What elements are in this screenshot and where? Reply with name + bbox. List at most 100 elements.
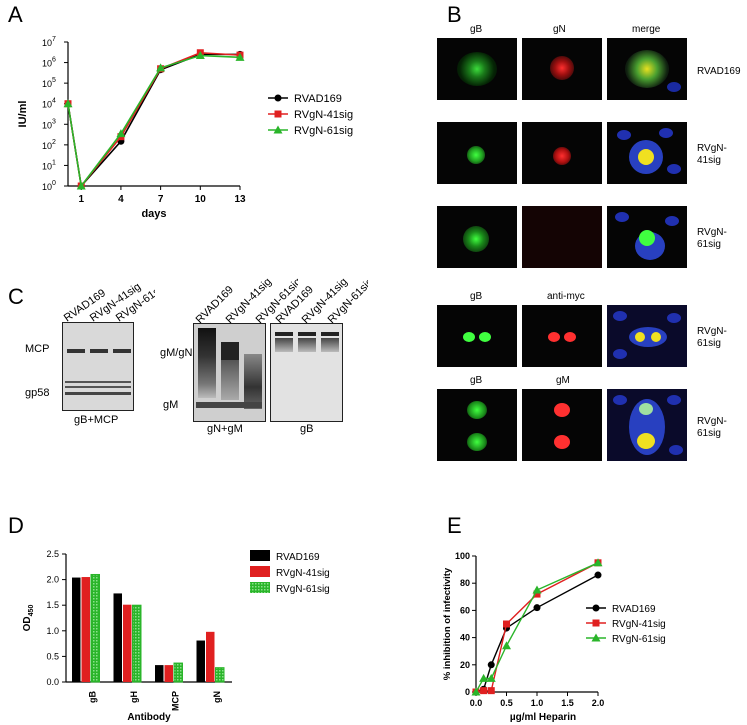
- x-tick-label: 4: [118, 194, 124, 205]
- y-tick-exponent: 1: [52, 159, 56, 166]
- legend-label: RVgN-61sig: [612, 634, 666, 645]
- data-point: [502, 641, 511, 650]
- micrograph-r1-gb: [437, 38, 517, 100]
- bar: [81, 577, 90, 682]
- data-point: [594, 571, 602, 579]
- data-point: [593, 558, 603, 567]
- bar: [173, 662, 183, 683]
- micrograph-r5-gm: [522, 389, 602, 461]
- data-point: [487, 687, 495, 695]
- blot1-lane-labels: RVAD169 RVgN-41sig RVgN-61sig: [62, 281, 155, 325]
- y-axis-label: IU/ml: [17, 101, 29, 128]
- data-point: [63, 99, 73, 108]
- y-tick-label: 1.5: [46, 600, 59, 610]
- growth-curve-chart: 10 010 110 210 310 410 510 610 71 4 7 10 13daysIU/ml…: [17, 36, 353, 220]
- bar: [113, 593, 122, 682]
- series-line: [67, 51, 241, 188]
- legend-marker: [274, 110, 282, 118]
- micrograph-r2-gb: [437, 122, 517, 184]
- legend-label: RVgN-61sig: [294, 125, 353, 137]
- x-tick-label: MCP: [170, 691, 180, 711]
- x-tick-label: gN: [212, 691, 222, 703]
- legend-marker: [591, 633, 601, 642]
- label-gm: gM: [163, 399, 179, 411]
- row-label-2: RVgN- 41sig: [697, 143, 727, 166]
- data-point: [76, 181, 86, 190]
- data-point: [471, 687, 481, 696]
- legend-label: RVgN-61sig: [276, 584, 330, 595]
- caption-gn-gm: gN+gM: [207, 423, 243, 435]
- col-header-merge: merge: [632, 24, 661, 35]
- label-mcp: MCP: [25, 343, 50, 355]
- row5-header-gm: gM: [556, 375, 570, 386]
- data-point: [480, 687, 488, 695]
- y-tick-exponent: 2: [52, 139, 56, 146]
- legend-label: RVAD169: [294, 93, 342, 105]
- data-point: [479, 673, 489, 682]
- micrograph-r3-merge: [607, 206, 687, 268]
- col-header-gb: gB: [470, 24, 483, 35]
- y-tick-label: 100: [455, 551, 470, 561]
- bar: [155, 665, 164, 682]
- x-axis-label: days: [141, 208, 166, 220]
- bar: [90, 573, 100, 683]
- x-tick-label: 0.5: [500, 698, 513, 708]
- micrograph-r5-gb: [437, 389, 517, 461]
- data-point: [235, 52, 245, 61]
- y-tick-label: 10: [42, 79, 52, 89]
- heparin-inhibition-chart: 0 20 40 60 80 100 0.0 0.5 1.0 1.5 2.0 µg/ml Heparin…: [442, 551, 666, 723]
- legend-marker: [274, 94, 282, 102]
- bar: [72, 577, 81, 682]
- y-tick-exponent: 5: [52, 77, 56, 84]
- data-point: [533, 590, 541, 598]
- y-tick-label: 0.0: [46, 677, 59, 687]
- legend-swatch: [250, 566, 270, 577]
- legend-marker: [592, 604, 600, 612]
- legend-label: RVgN-41sig: [294, 109, 353, 121]
- x-tick-label: 2.0: [592, 698, 605, 708]
- panel-letter-b: B: [447, 2, 462, 27]
- legend-marker: [592, 619, 600, 627]
- y-tick-label: 0.5: [46, 651, 59, 661]
- panel-letter-d: D: [8, 513, 24, 538]
- label-gp58: gp58: [25, 387, 50, 399]
- legend-swatch: [250, 582, 270, 593]
- x-tick-label: 13: [234, 194, 246, 205]
- data-point: [156, 63, 166, 72]
- legend-swatch: [250, 550, 270, 561]
- x-tick-label: 1: [78, 194, 84, 205]
- caption-gb-mcp: gB+MCP: [74, 414, 119, 426]
- legend-marker: [273, 125, 283, 134]
- x-tick-label: 0.0: [470, 698, 483, 708]
- data-point: [487, 661, 495, 669]
- y-tick-label: 0: [465, 687, 470, 697]
- bar: [123, 604, 132, 682]
- y-tick-exponent: 7: [52, 36, 56, 43]
- y-tick-label: 10: [42, 120, 52, 130]
- micrograph-r3-gn: [522, 206, 602, 268]
- micrograph-r3-gb: [437, 206, 517, 268]
- panel-letter-c: C: [8, 284, 24, 309]
- y-tick-exponent: 3: [52, 118, 56, 125]
- y-tick-exponent: 0: [52, 180, 56, 187]
- blot1-image: [62, 322, 134, 411]
- micrograph-r2-merge: [607, 122, 687, 184]
- data-point: [116, 129, 126, 138]
- panel-letter-e: E: [447, 513, 462, 538]
- y-tick-exponent: 4: [52, 98, 56, 105]
- y-tick-label: 10: [42, 182, 52, 192]
- series-line: [475, 562, 599, 693]
- row-label-4: RVgN- 61sig: [697, 326, 727, 349]
- panel-letter-a: A: [8, 2, 23, 27]
- x-tick-label: 7: [158, 194, 164, 205]
- y-axis-label: OD450: [22, 605, 35, 632]
- y-axis-label: % inhibition of infectivity: [442, 567, 453, 680]
- legend-label: RVgN-41sig: [612, 619, 666, 630]
- elisa-bar-chart: 0.0 0.5 1.0 1.5 2.0 2.5 gB gH MCP gN Antibody OD450…: [22, 549, 330, 723]
- y-tick-label: 10: [42, 38, 52, 48]
- row-label-5: RVgN- 61sig: [697, 416, 727, 439]
- micrograph-r5-merge: [607, 389, 687, 461]
- blot2-lane-labels: RVAD169 RVgN-41sig RVgN-61sig: [194, 276, 298, 326]
- y-tick-label: 10: [42, 100, 52, 110]
- data-point: [486, 673, 496, 682]
